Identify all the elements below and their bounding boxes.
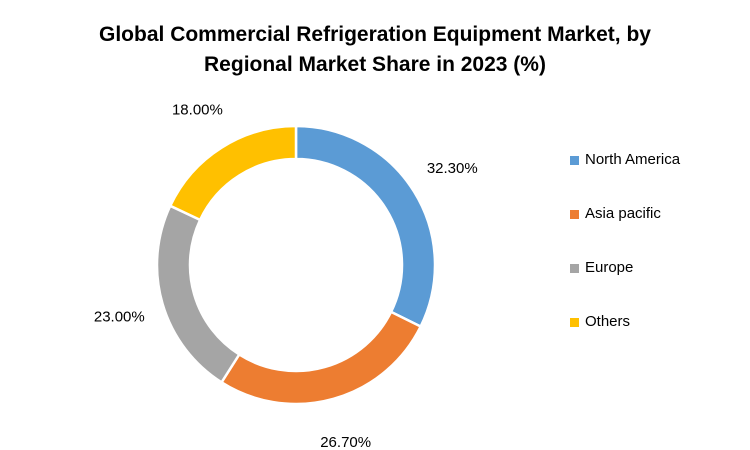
donut-slice-europe (155, 204, 241, 385)
chart-title-line-2: Regional Market Share in 2023 (%) (204, 53, 546, 76)
legend-item-asia-pacific: Asia pacific (570, 204, 680, 258)
legend-label: North America (585, 151, 681, 168)
chart-title-line-1: Global Commercial Refrigeration Equipmen… (99, 23, 651, 46)
legend-label: Others (585, 313, 631, 330)
legend-swatch (570, 210, 579, 219)
legend-label: Asia pacific (585, 205, 661, 222)
donut-slice-asia-pacific (219, 310, 423, 406)
data-label-others: 18.00% (172, 102, 223, 119)
data-label-asia-pacific: 26.70% (320, 434, 371, 450)
legend-swatch (570, 264, 579, 273)
data-label-north-america: 32.30% (427, 160, 478, 177)
chart-title: Global Commercial Refrigeration Equipmen… (0, 20, 750, 80)
legend-item-europe: Europe (570, 258, 680, 312)
legend-swatch (570, 318, 579, 327)
donut-slice-others (168, 124, 298, 222)
legend: North America Asia pacific Europe Others (570, 150, 680, 366)
legend-item-north-america: North America (570, 150, 680, 204)
donut-slice-north-america (294, 124, 437, 329)
legend-item-others: Others (570, 312, 680, 366)
legend-label: Europe (585, 259, 634, 276)
legend-swatch (570, 156, 579, 165)
data-label-europe: 23.00% (94, 308, 145, 325)
